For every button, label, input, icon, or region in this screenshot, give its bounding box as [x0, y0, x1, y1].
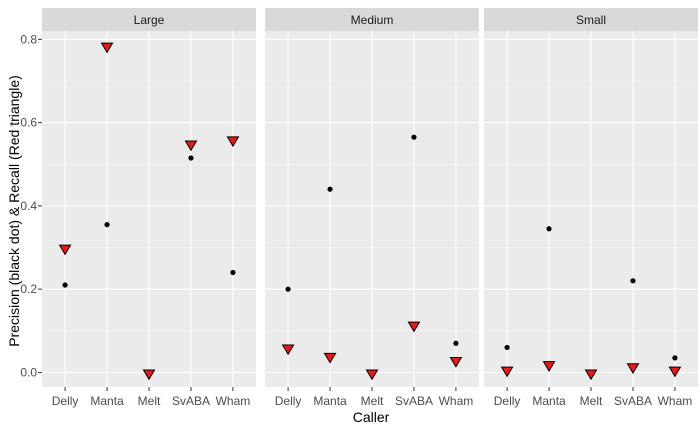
y-tick-label: 0.8 — [20, 32, 37, 46]
x-tick-label: Manta — [532, 394, 566, 408]
facet-strip-label: Small — [576, 13, 606, 27]
x-tick-label: Manta — [90, 394, 124, 408]
recall-point — [323, 352, 337, 364]
facet-panel-small: Small Delly Manta Melt SvABA Wham — [484, 8, 698, 408]
x-axis-title: Caller — [353, 409, 390, 425]
x-tick-label: Delly — [52, 394, 79, 408]
x-tick-label: Wham — [216, 394, 251, 408]
precision-point — [546, 226, 552, 232]
facet-strip-label: Medium — [351, 13, 394, 27]
precision-point — [285, 286, 291, 292]
facet-panel-medium: Medium Delly Manta Melt SvABA Wham — [265, 8, 479, 408]
y-axis-tick-labels: 0.0 0.2 0.4 0.6 0.8 — [20, 32, 42, 379]
recall-point — [584, 369, 598, 381]
precision-point — [630, 278, 636, 284]
x-tick-label: SvABA — [614, 394, 652, 408]
precision-point — [453, 340, 459, 346]
recall-point — [407, 321, 421, 333]
precision-point — [672, 355, 678, 361]
precision-point — [188, 155, 194, 161]
x-tick-label: Delly — [275, 394, 302, 408]
recall-point — [100, 42, 114, 54]
recall-point — [449, 357, 463, 368]
x-tick-label: SvABA — [395, 394, 433, 408]
recall-point — [184, 140, 198, 152]
x-tick-label: Melt — [580, 394, 603, 408]
precision-point — [104, 222, 110, 228]
recall-point — [626, 363, 640, 375]
recall-point — [142, 369, 156, 381]
recall-point — [226, 136, 240, 148]
x-tick-label: Wham — [439, 394, 474, 408]
x-tick-label: Delly — [494, 394, 521, 408]
y-tick-label: 0.2 — [20, 282, 37, 296]
facet-panel-large: Large Delly Manta Melt SvABA Wham — [42, 8, 256, 408]
x-tick-label: SvABA — [172, 394, 210, 408]
recall-point — [542, 361, 556, 372]
y-tick-label: 0.4 — [20, 199, 37, 213]
recall-point — [281, 344, 295, 356]
x-tick-label: Melt — [361, 394, 384, 408]
recall-point — [668, 366, 682, 378]
y-tick-label: 0.0 — [20, 365, 37, 379]
precision-point — [230, 269, 236, 276]
y-tick-label: 0.6 — [20, 116, 37, 130]
precision-point — [327, 186, 333, 192]
x-tick-label: Wham — [658, 394, 693, 408]
precision-point — [411, 134, 417, 140]
x-tick-label: Manta — [313, 394, 347, 408]
x-tick-label: Melt — [138, 394, 161, 408]
precision-point — [62, 282, 68, 288]
facet-strip — [265, 8, 479, 31]
facet-strip-label: Large — [134, 13, 165, 27]
precision-point — [504, 344, 510, 351]
facet-strip — [484, 8, 698, 31]
y-axis-title: Precision (black dot) & Recall (Red tria… — [6, 75, 22, 347]
recall-point — [365, 369, 379, 381]
recall-point — [58, 244, 72, 256]
facet-strip — [42, 8, 256, 31]
recall-point — [500, 366, 514, 378]
